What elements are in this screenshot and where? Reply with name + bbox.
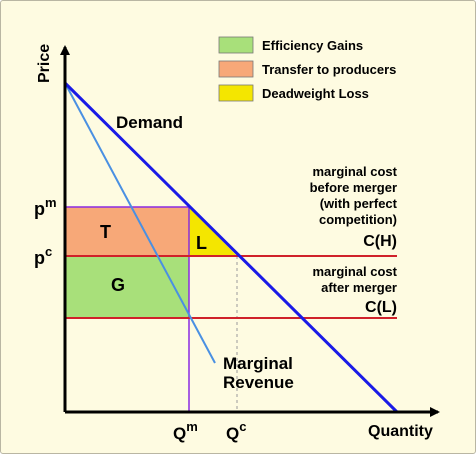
legend-label-efficiency: Efficiency Gains <box>262 38 363 53</box>
cost-after-line2: after merger <box>321 280 397 295</box>
marginal-revenue-curve <box>64 82 216 364</box>
cost-before-line1: marginal cost <box>312 164 397 179</box>
cost-after-line1: marginal cost <box>312 264 397 279</box>
efficiency-gains-region <box>65 256 189 318</box>
cost-before-line2: before merger <box>310 180 397 195</box>
y-axis-label: Price <box>36 44 53 83</box>
marginal-revenue-label-line2: Revenue <box>223 373 294 392</box>
legend-label-transfer: Transfer to producers <box>262 62 396 77</box>
legend-swatch-deadweight <box>218 84 254 102</box>
cost-before-symbol: C(H) <box>363 233 397 250</box>
region-g-label: G <box>111 275 125 295</box>
cost-before-line3: (with perfect <box>320 196 398 211</box>
cost-after-annotation: marginal cost after merger C(L) <box>312 264 397 316</box>
legend-label-deadweight: Deadweight Loss <box>262 86 369 101</box>
legend: Efficiency Gains Transfer to producers D… <box>218 36 396 102</box>
marginal-revenue-label-line1: Marginal <box>223 354 293 373</box>
region-t-label: T <box>100 222 111 242</box>
qm-label: Qm <box>173 419 198 443</box>
x-axis-label: Quantity <box>368 423 433 440</box>
cost-before-line4: competition) <box>319 212 397 227</box>
transfer-region <box>65 207 189 256</box>
pc-label: pc <box>34 244 52 268</box>
legend-swatch-efficiency <box>218 36 254 54</box>
region-l-label: L <box>196 233 207 253</box>
demand-label: Demand <box>116 113 183 132</box>
cost-before-annotation: marginal cost before merger (with perfec… <box>310 164 398 250</box>
demand-curve <box>63 81 399 414</box>
pm-label: pm <box>34 195 57 219</box>
cost-after-symbol: C(L) <box>365 299 397 316</box>
qc-label: Qc <box>226 419 246 443</box>
legend-swatch-transfer <box>218 60 254 78</box>
